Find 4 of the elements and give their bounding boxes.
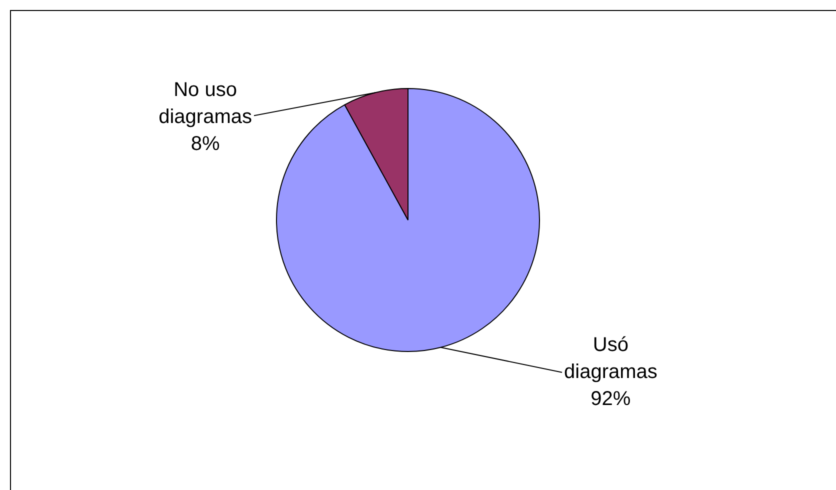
slice-label: No uso diagramas — [158, 79, 252, 128]
data-label: 92% — [590, 388, 631, 410]
slice-label: Usó diagramas — [564, 334, 658, 383]
data-label: 8% — [190, 133, 220, 156]
